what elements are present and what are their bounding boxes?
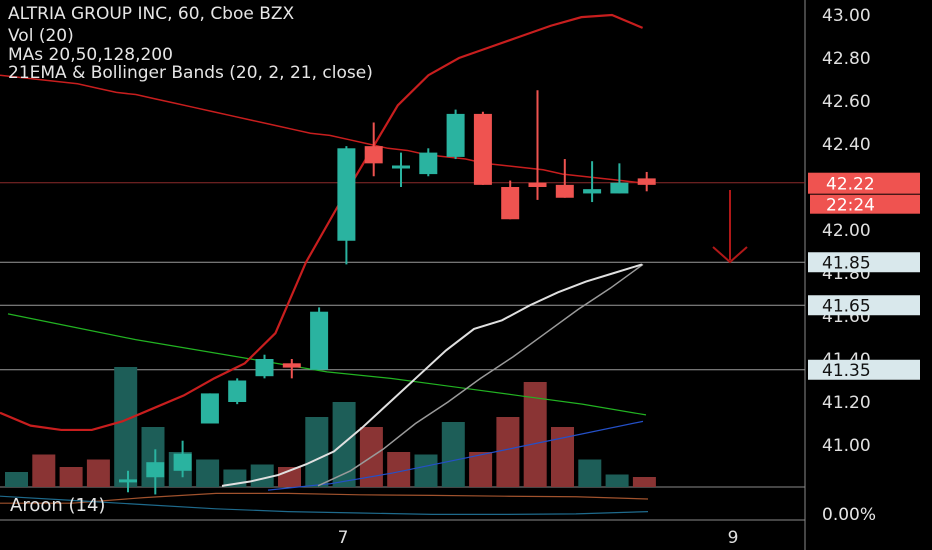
level-tag-label: 41.85	[822, 253, 871, 273]
volume-bar	[305, 417, 329, 487]
candle-body	[419, 152, 438, 175]
volume-bar	[387, 452, 411, 487]
volume-bar	[86, 459, 110, 487]
moving-averages-label[interactable]: MAs 20,50,128,200	[8, 45, 173, 65]
candle	[528, 90, 547, 200]
candle-body	[446, 113, 465, 157]
candle	[310, 307, 329, 370]
down-arrow	[712, 190, 748, 264]
candle-body	[637, 178, 656, 185]
level-tag-bg	[808, 295, 920, 316]
level-tag-bg	[808, 359, 920, 380]
candle-body	[282, 363, 301, 368]
volume-bar	[250, 464, 274, 487]
candle-body	[337, 148, 356, 241]
candle	[610, 163, 629, 194]
candle-body	[200, 393, 219, 424]
price-tag-label: 42.22	[826, 175, 875, 195]
arrow-head	[712, 246, 748, 264]
candle-body	[555, 184, 574, 198]
x-tick-label: 7	[338, 528, 349, 548]
volume-bar	[496, 417, 520, 487]
ma-fast-line	[221, 263, 643, 487]
countdown-tag-bg	[810, 194, 920, 214]
volume-bar	[414, 454, 438, 487]
volume-bar	[605, 474, 629, 487]
aroon-label[interactable]: Aroon (14)	[10, 495, 106, 516]
upper-band-line	[0, 74, 641, 184]
level-tag-label: 41.65	[822, 296, 871, 316]
candle	[583, 161, 602, 203]
candle	[446, 109, 465, 160]
candle	[119, 470, 137, 493]
candle-body	[528, 182, 547, 187]
ema21-line	[0, 13, 644, 432]
y-tick-label: 41.00	[822, 436, 871, 456]
volume-bar	[332, 402, 356, 487]
candle-body	[392, 165, 410, 169]
candle	[392, 152, 410, 187]
ma-blue-line	[267, 420, 644, 491]
volume-bar	[114, 367, 138, 487]
candle	[637, 171, 656, 192]
volume-indicator-label[interactable]: Vol (20)	[8, 26, 74, 46]
level-tag-bg	[808, 252, 920, 273]
price-tag-bg	[808, 172, 920, 194]
candle	[255, 354, 274, 379]
y-tick-label: 42.60	[822, 92, 871, 112]
volume-bar	[59, 467, 83, 487]
candle	[228, 378, 247, 405]
candle-body	[583, 189, 602, 194]
candle-body	[364, 146, 383, 164]
volume-bar	[5, 472, 28, 487]
candle	[146, 449, 165, 495]
candle-body	[255, 359, 274, 377]
ma-green-line	[7, 313, 647, 416]
aroon-down-line	[0, 495, 649, 516]
volume-bar	[469, 452, 493, 487]
volume-bar	[523, 382, 547, 487]
y-tick-label: 42.00	[822, 221, 871, 241]
y-tick-label: 42.40	[822, 135, 871, 155]
candle	[200, 393, 219, 424]
volume-bar	[441, 422, 465, 487]
volume-bar	[578, 459, 602, 487]
y-tick-label: 43.00	[822, 6, 871, 26]
candle	[473, 111, 492, 185]
candle-body	[610, 182, 629, 194]
chart-title: ALTRIA GROUP INC, 60, Cboe BZX	[8, 4, 295, 24]
aroon-up-line	[0, 492, 649, 504]
candle-body	[473, 113, 492, 185]
y-tick-label: 42.80	[822, 49, 871, 69]
candle	[419, 148, 438, 177]
candle-body	[146, 462, 165, 478]
candle	[501, 180, 520, 220]
volume-bar	[32, 454, 56, 487]
candle-body	[310, 311, 329, 370]
volume-bar	[632, 477, 656, 487]
candle-body	[173, 453, 192, 471]
volume-bar	[551, 427, 574, 487]
countdown-label: 22:24	[826, 196, 875, 216]
aroon-value-label: 0.00%	[822, 505, 877, 525]
candle-body	[501, 187, 520, 220]
ema-bollinger-label[interactable]: 21EMA & Bollinger Bands (20, 2, 21, clos…	[8, 63, 373, 83]
candle	[364, 122, 383, 177]
candle	[555, 159, 574, 198]
volume-bar	[196, 459, 220, 487]
x-tick-label: 9	[728, 528, 739, 548]
candle	[337, 146, 356, 265]
candle-body	[228, 380, 247, 402]
ma-slow-line	[317, 263, 644, 487]
level-tag-label: 41.35	[822, 361, 871, 381]
y-tick-label: 41.20	[822, 393, 871, 413]
volume-bar	[141, 427, 165, 487]
candle-body	[119, 479, 137, 483]
candle	[173, 440, 192, 478]
candle	[282, 359, 301, 379]
